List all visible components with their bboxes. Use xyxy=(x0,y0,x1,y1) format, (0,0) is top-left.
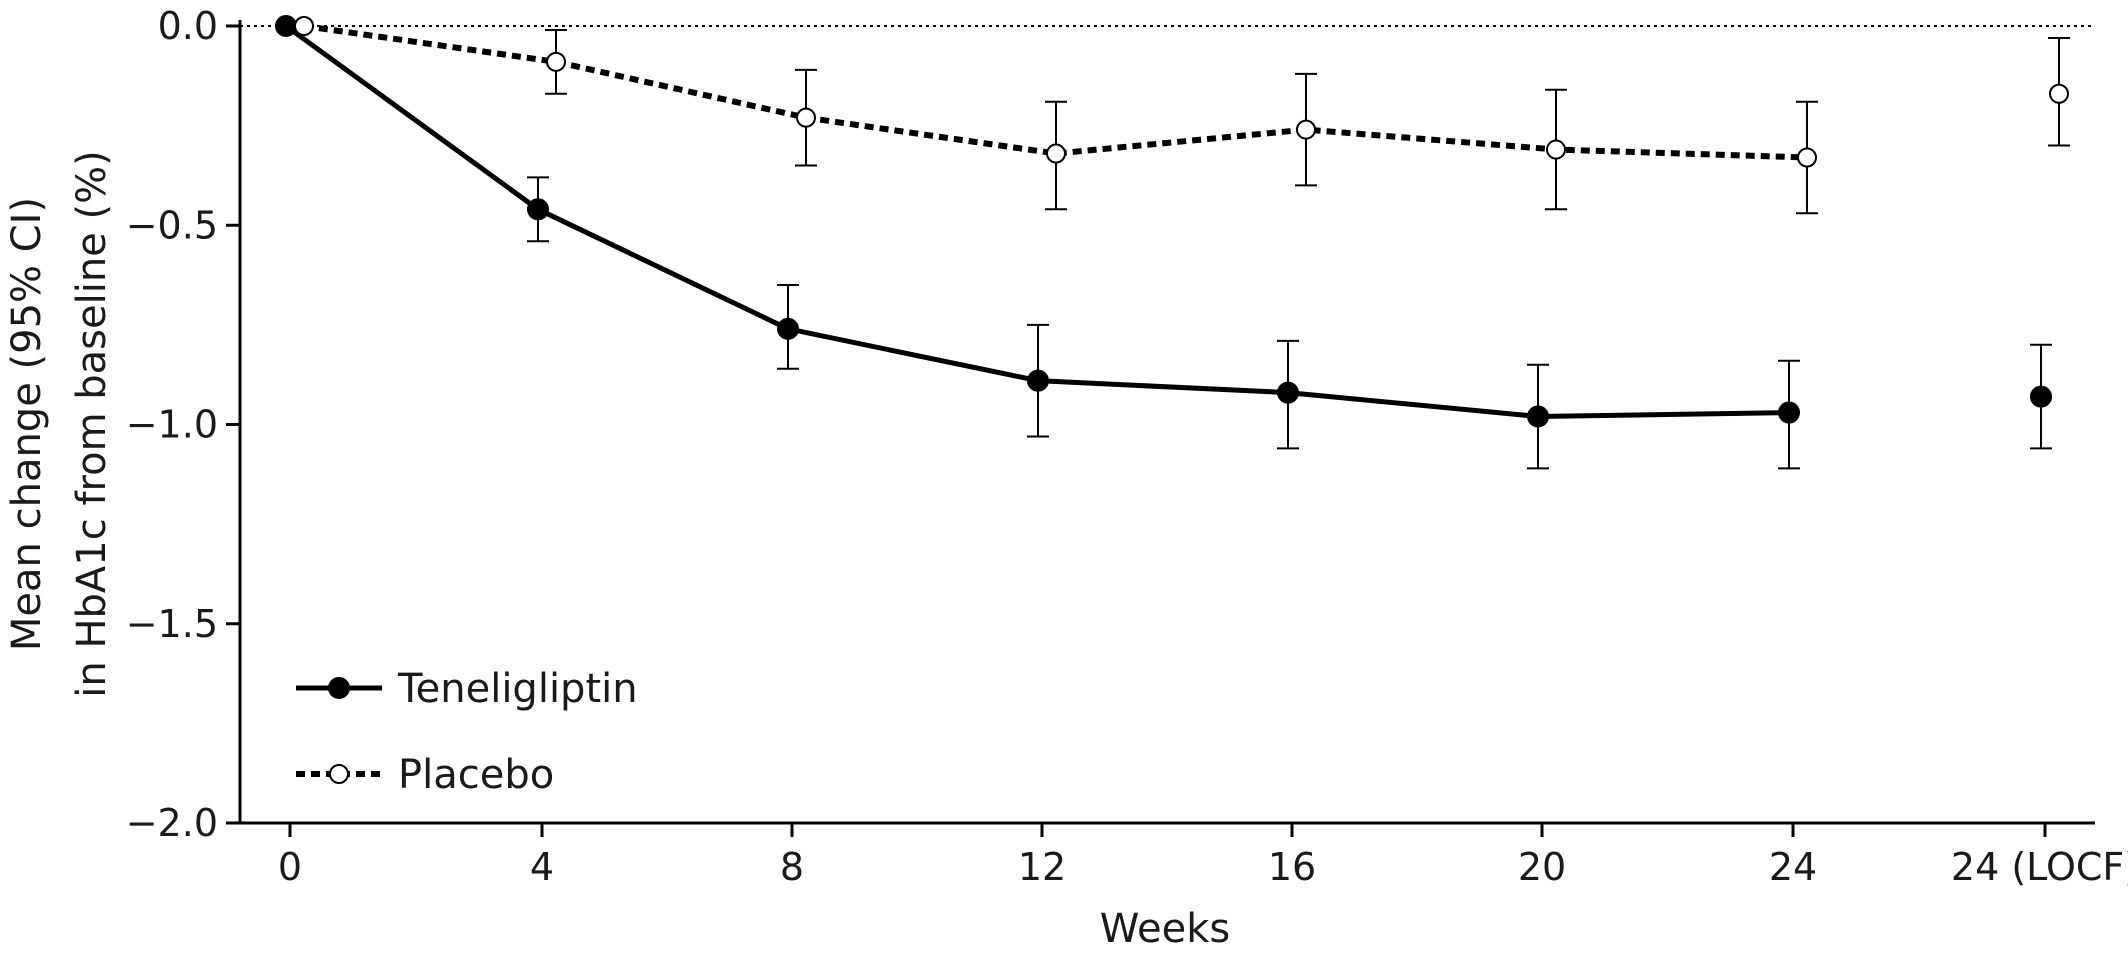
y-axis-title-line-2: in HbA1c from baseline (%) xyxy=(69,150,115,697)
data-point-placebo xyxy=(1046,143,1066,164)
data-point-teneligliptin xyxy=(275,15,297,37)
data-point-placebo xyxy=(1296,119,1316,140)
y-tick-label: −0.5 xyxy=(126,203,218,247)
plot-area: 0.0 −0.5 −1.0 −1.5 −2.0 0 4 8 12 16 20 24 24 (LOCF) W… xyxy=(4,4,2128,952)
y-axis-title: Mean change (95% CI) xyxy=(4,197,50,651)
x-tick-label: 16 xyxy=(1268,845,1316,889)
x-tick-label: 20 xyxy=(1518,845,1566,889)
x-tick-label: 4 xyxy=(530,845,554,889)
data-point-placebo xyxy=(796,107,816,128)
y-tick-label: 0.0 xyxy=(158,4,218,48)
x-tick-label: 24 (LOCF) xyxy=(1951,845,2128,889)
data-point-placebo xyxy=(546,51,566,72)
data-point-placebo xyxy=(2049,83,2069,104)
x-tick-label: 8 xyxy=(780,845,804,889)
x-tick-label: 0 xyxy=(278,845,302,889)
data-point-placebo xyxy=(1546,139,1566,160)
y-tick-label: −1.5 xyxy=(126,602,218,646)
data-point-placebo xyxy=(294,16,314,36)
y-tick-label: −2.0 xyxy=(126,801,218,845)
data-point-teneligliptin xyxy=(527,198,549,221)
data-point-teneligliptin xyxy=(1277,381,1299,404)
legend-marker-teneligliptin xyxy=(328,677,350,699)
x-tick-label: 24 xyxy=(1769,845,1817,889)
data-point-teneligliptin xyxy=(777,317,799,340)
x-tick-label: 12 xyxy=(1018,845,1066,889)
data-point-teneligliptin xyxy=(1527,405,1549,428)
legend-label-teneligliptin: Teneligliptin xyxy=(397,666,638,712)
data-point-teneligliptin xyxy=(1027,369,1049,392)
data-point-placebo xyxy=(1797,147,1817,168)
data-point-teneligliptin xyxy=(2030,385,2052,408)
data-point-teneligliptin xyxy=(1778,401,1800,424)
y-tick-label: −1.0 xyxy=(126,403,218,447)
x-axis-title: Weeks xyxy=(1100,906,1230,952)
legend-marker-placebo xyxy=(329,764,349,784)
legend-label-placebo: Placebo xyxy=(398,752,554,798)
